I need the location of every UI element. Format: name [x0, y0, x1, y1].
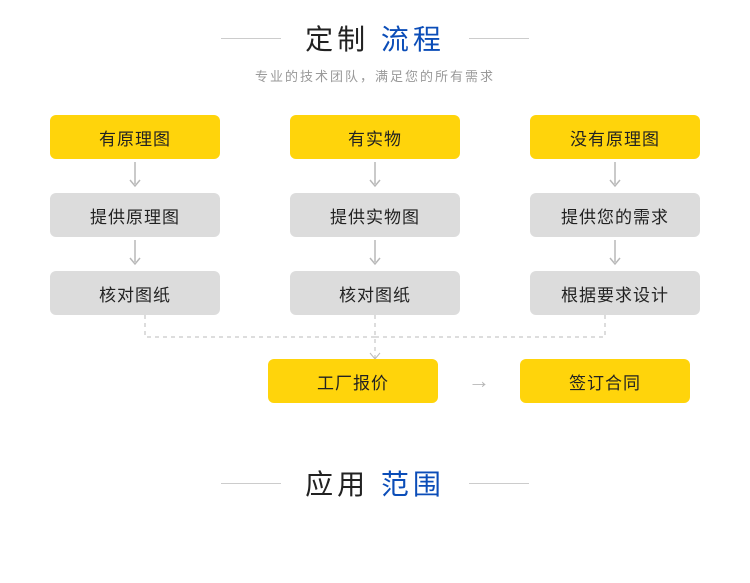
arrow-down-icon	[127, 159, 143, 193]
flow-box: 没有原理图	[530, 115, 700, 159]
title-part-1: 应用	[305, 469, 369, 500]
title-part-1: 定制	[305, 24, 369, 55]
section-title: 定制 流程	[305, 18, 445, 58]
arrow-down-icon	[607, 237, 623, 271]
flow-column: 有实物提供实物图核对图纸	[290, 115, 460, 315]
flow-box: 根据要求设计	[530, 271, 700, 315]
divider-line	[469, 38, 529, 39]
title-part-2: 范围	[381, 469, 445, 500]
section-header-scope: 应用 范围	[0, 463, 750, 503]
flow-box: 提供您的需求	[530, 193, 700, 237]
flow-box-quote: 工厂报价	[268, 359, 438, 403]
arrow-right-icon: →	[468, 368, 490, 394]
converge-dashed-lines	[60, 315, 690, 359]
flow-box-contract: 签订合同	[520, 359, 690, 403]
flow-box: 核对图纸	[50, 271, 220, 315]
flow-box: 提供原理图	[50, 193, 220, 237]
final-row: 工厂报价 → 签订合同	[0, 359, 750, 403]
title-part-2: 流程	[381, 24, 445, 55]
divider-line	[221, 38, 281, 39]
flow-column: 有原理图提供原理图核对图纸	[50, 115, 220, 315]
divider-line	[469, 483, 529, 484]
divider-line	[221, 483, 281, 484]
arrow-down-icon	[607, 159, 623, 193]
arrow-down-icon	[127, 237, 143, 271]
flow-columns: 有原理图提供原理图核对图纸有实物提供实物图核对图纸没有原理图提供您的需求根据要求…	[0, 115, 750, 315]
flow-box: 有实物	[290, 115, 460, 159]
section-subtitle: 专业的技术团队，满足您的所有需求	[0, 66, 750, 85]
flow-box: 有原理图	[50, 115, 220, 159]
flow-column: 没有原理图提供您的需求根据要求设计	[530, 115, 700, 315]
flow-box: 核对图纸	[290, 271, 460, 315]
arrow-down-icon	[367, 159, 383, 193]
section-title: 应用 范围	[305, 463, 445, 503]
arrow-down-icon	[367, 237, 383, 271]
section-header-process: 定制 流程	[0, 18, 750, 58]
flow-box: 提供实物图	[290, 193, 460, 237]
converge-area	[60, 315, 690, 359]
